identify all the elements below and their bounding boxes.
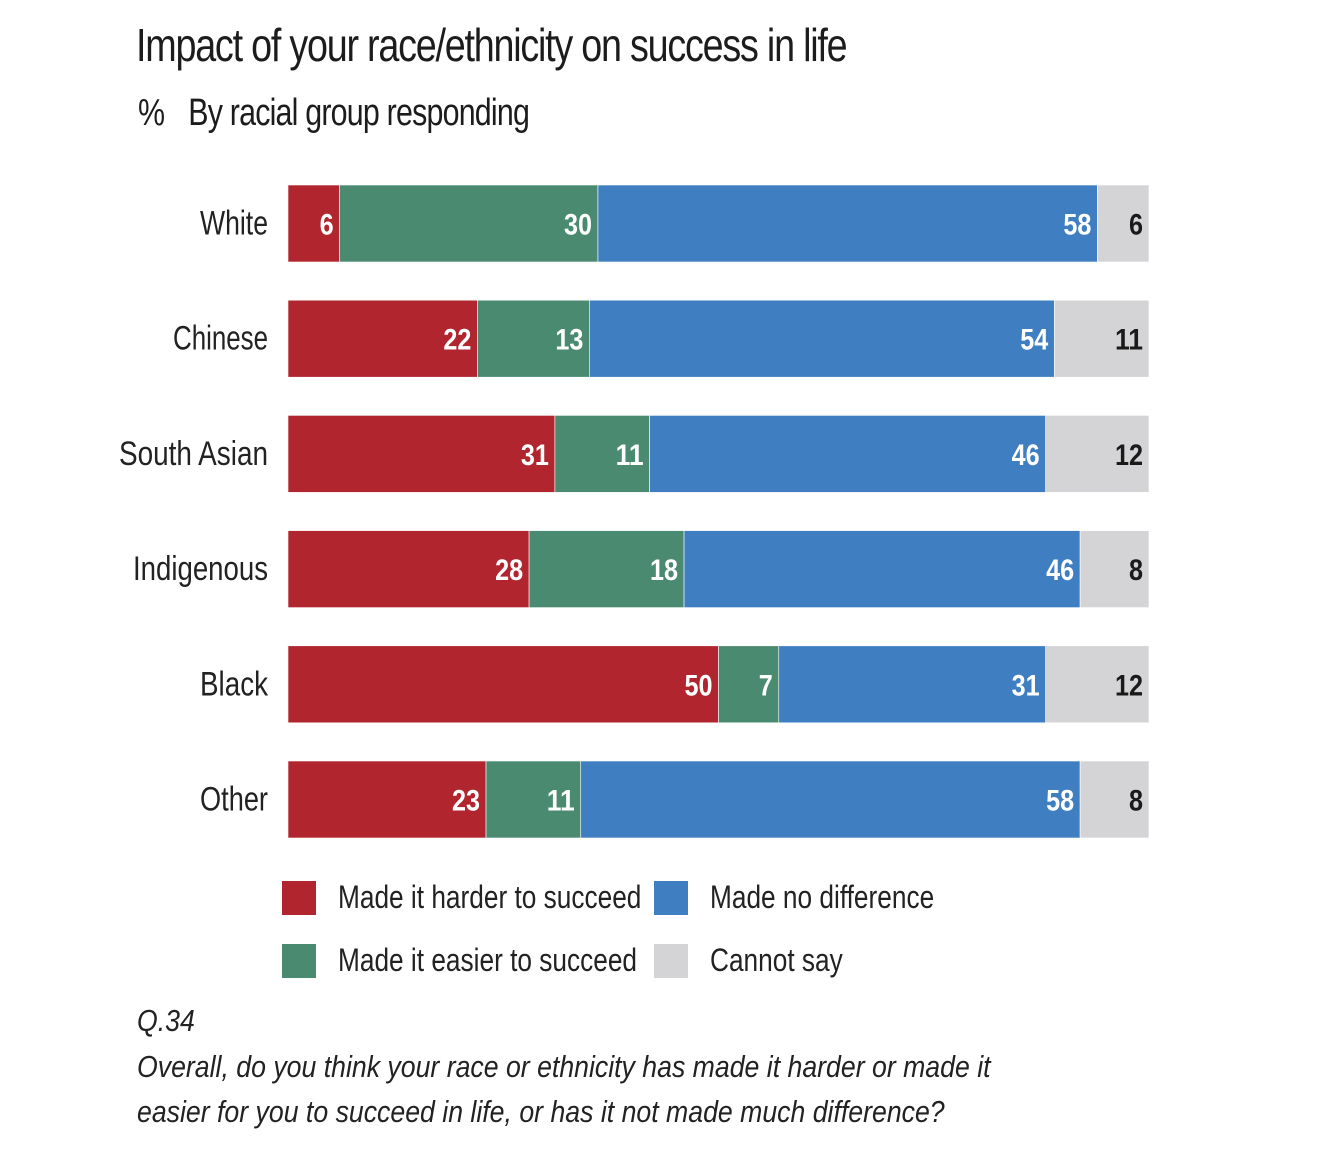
data-label: 11: [616, 439, 644, 472]
category-label: White: [200, 205, 268, 243]
bar-row-black: Black 50 7 31 12: [200, 645, 1150, 724]
legend-label: Made no difference: [710, 879, 935, 915]
legend-label: Made it easier to succeed: [338, 942, 638, 978]
data-label: 46: [1012, 439, 1040, 472]
data-label: 13: [555, 324, 583, 357]
bar-segment: [1053, 299, 1150, 378]
bar-segment: [1045, 645, 1150, 724]
data-label: 28: [495, 554, 523, 587]
data-label: 8: [1129, 785, 1143, 818]
data-label: 11: [547, 785, 575, 818]
bar-segment: [580, 760, 1081, 839]
bar-segment: [287, 645, 719, 724]
bar-segment: [589, 299, 1055, 378]
bar-row-chinese: Chinese 22 13 54 11: [173, 299, 1150, 378]
bar-segment: [528, 530, 685, 608]
data-label: 12: [1115, 669, 1143, 702]
legend-item-easier: Made it easier to succeed: [282, 942, 703, 979]
legend-item-cannot-say: Cannot say: [654, 942, 872, 979]
bar-segment: [1079, 760, 1150, 839]
data-label: 23: [452, 785, 480, 818]
legend-swatch: [282, 943, 316, 978]
bar-segment: [554, 415, 650, 493]
data-label: 12: [1115, 439, 1143, 472]
data-label: 11: [1115, 324, 1143, 357]
data-label: 8: [1129, 554, 1143, 587]
unit-label: %: [138, 92, 165, 134]
legend-item-harder: Made it harder to succeed: [282, 879, 708, 916]
question-text-line2: easier for you to succeed in life, or ha…: [137, 1094, 945, 1129]
data-label: 54: [1020, 324, 1048, 357]
bar-segment: [1097, 184, 1150, 263]
data-label: 58: [1046, 785, 1074, 818]
bar-segment: [287, 415, 556, 493]
data-label: 31: [521, 439, 549, 472]
bar-segment: [778, 645, 1046, 724]
data-label: 30: [564, 209, 592, 242]
legend-label: Made it harder to succeed: [338, 879, 642, 915]
bar-segment: [597, 184, 1098, 263]
question-id: Q.34: [137, 1003, 195, 1038]
data-label: 7: [759, 669, 773, 702]
subtitle-text: By racial group responding: [188, 92, 530, 134]
chart-title: Impact of your race/ethnicity on success…: [136, 19, 848, 71]
category-label: Chinese: [173, 320, 268, 358]
data-label: 31: [1012, 669, 1040, 702]
legend-swatch: [654, 880, 688, 915]
bar-segment: [287, 530, 530, 608]
legend-label: Cannot say: [710, 942, 843, 978]
bar-row-south-asian: South Asian 31 11 46 12: [119, 415, 1150, 493]
category-label: Indigenous: [133, 550, 268, 588]
bar-segment: [649, 415, 1046, 493]
data-label: 6: [320, 209, 334, 242]
category-label: South Asian: [119, 435, 268, 473]
bar-row-white: White 6 30 58 6: [200, 184, 1150, 263]
bar-segment: [339, 184, 599, 263]
data-label: 6: [1129, 209, 1143, 242]
data-label: 50: [685, 669, 713, 702]
bar-row-indigenous: Indigenous 28 18 46 8: [133, 530, 1150, 608]
legend-swatch: [282, 880, 316, 915]
data-label: 22: [443, 324, 471, 357]
bar-segment: [477, 299, 590, 378]
legend-item-no-difference: Made no difference: [654, 879, 983, 916]
data-label: 58: [1063, 209, 1091, 242]
data-label: 46: [1046, 554, 1074, 587]
data-label: 18: [650, 554, 678, 587]
category-label: Other: [200, 781, 268, 819]
bar-segment: [485, 760, 582, 839]
chart-subtitle: % By racial group responding: [138, 92, 530, 135]
stacked-bar-chart: White 6 30 58 6 Chinese 22 13 54 11 South Asian 31 1…: [119, 184, 1150, 839]
legend-swatch: [654, 943, 688, 978]
bar-segment: [1045, 415, 1150, 493]
question-text-line1: Overall, do you think your race or ethni…: [137, 1049, 991, 1084]
bar-segment: [683, 530, 1081, 608]
bar-segment: [287, 299, 478, 378]
bar-segment: [1079, 530, 1150, 608]
category-label: Black: [200, 665, 269, 703]
bar-row-other: Other 23 11 58 8: [200, 760, 1150, 839]
bar-segment: [718, 645, 780, 724]
